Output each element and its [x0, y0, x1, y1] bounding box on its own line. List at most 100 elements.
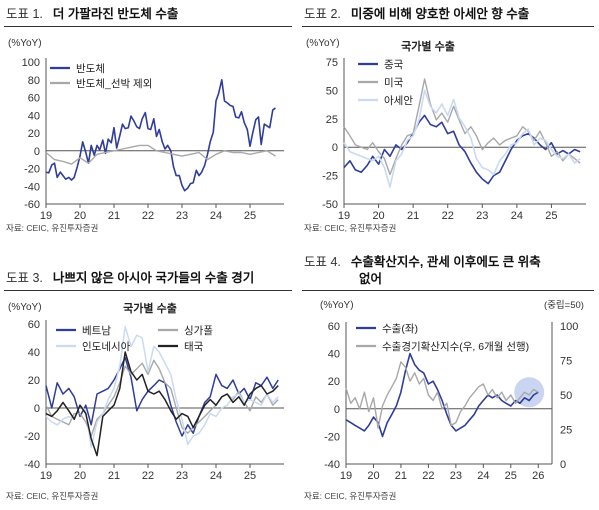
- y-tick-label: -25: [322, 171, 338, 183]
- x-tick-label: 21: [407, 210, 419, 220]
- x-tick-label: 23: [450, 470, 462, 482]
- panel1-title: 도표 1. 더 가팔라진 반도체 수출: [6, 7, 179, 21]
- y-tick-label: -40: [24, 459, 40, 471]
- y-tick-label: 0: [334, 404, 340, 416]
- x-tick-label: 19: [40, 210, 52, 220]
- y-tick-label: 100: [22, 57, 40, 69]
- y-tick-label: 75: [326, 57, 338, 69]
- x-tick-label: 25: [244, 210, 256, 220]
- panel4-svg: (%YoY) (중립=50) -40 -20 0 20 40 60 0 25 50 75 100 19 20…: [320, 299, 584, 482]
- x-tick-label: 20: [367, 470, 379, 482]
- y-tick-label: 60: [28, 319, 40, 331]
- x-tick-label: 21: [108, 470, 120, 482]
- series-line-1: [345, 352, 539, 438]
- panel4-title-line2: 없어: [359, 272, 383, 286]
- panel3-source: 자료: CEIC, 유진투자증권: [6, 491, 99, 501]
- panel3-title: 도표 3. 나쁘지 않은 아시아 국가들의 수출 경기: [6, 271, 255, 285]
- y-tick-label: -20: [24, 164, 40, 176]
- panel1-source: 자료: CEIC, 유진투자증권: [6, 223, 99, 233]
- series-line-1: [343, 114, 581, 185]
- y-tick-label: -20: [324, 431, 340, 443]
- y-tick-label: -20: [24, 431, 40, 443]
- y-tick-label: 20: [28, 375, 40, 387]
- x-tick-label: 22: [142, 470, 154, 482]
- legend-label: 인도네시아: [82, 341, 131, 353]
- x-tick-label: 23: [476, 210, 488, 220]
- series-line-2: [345, 361, 539, 429]
- x-tick-label: 20: [74, 210, 86, 220]
- series-line-1: [45, 356, 279, 437]
- x-tick-label: 19: [340, 470, 352, 482]
- y-tick-label: 40: [28, 347, 40, 359]
- y-tick-label: -50: [322, 199, 338, 211]
- legend-label: 수출경기확산지수(우, 6개월 선행): [382, 340, 529, 353]
- legend-label: 중국: [384, 59, 404, 71]
- y-axis-unit-label: (%YoY): [8, 38, 42, 49]
- panel2-source: 자료: CEIC, 유진투자증권: [304, 223, 397, 233]
- panel4-source: 자료: CEIC, 유진투자증권: [304, 491, 397, 501]
- x-tick-label: 25: [244, 470, 256, 482]
- x-tick-label: 21: [395, 470, 407, 482]
- y-tick-label: 0: [34, 403, 40, 415]
- y2-tick-label: 0: [560, 459, 566, 471]
- x-tick-label: 25: [545, 210, 557, 220]
- series-line-2: [45, 144, 276, 165]
- y2-tick-label: 50: [560, 390, 572, 402]
- legend-label: 아세안: [384, 95, 413, 107]
- x-tick-label: 22: [442, 210, 454, 220]
- panel2-svg: (%YoY) 국가별 수출 -50 -25 0 25 50 75 19 20 21 22 23 24 25 중…: [306, 38, 586, 222]
- panel3-separator: [4, 290, 292, 291]
- x-tick-label: 22: [142, 210, 154, 220]
- panel4-chart: (%YoY) (중립=50) -40 -20 0 20 40 60 0 25 50 75 100 19 20…: [298, 292, 598, 488]
- legend-label: 미국: [384, 77, 404, 89]
- y-axis-unit-label: (%YoY): [8, 302, 42, 313]
- x-tick-label: 19: [338, 210, 350, 220]
- y2-axis-unit-label: (중립=50): [544, 299, 584, 311]
- legend-label: 싱가폴: [184, 325, 213, 337]
- chart-inner-title: 국가별 수출: [123, 301, 177, 315]
- x-tick-label: 22: [422, 470, 434, 482]
- series-line-2: [343, 78, 581, 176]
- y-tick-label: 40: [328, 349, 340, 361]
- y-tick-label: 25: [326, 114, 338, 126]
- y2-tick-label: 75: [560, 356, 572, 368]
- legend-label: 수출(좌): [382, 323, 418, 335]
- legend-label: 태국: [184, 341, 204, 353]
- y2-tick-label: 25: [560, 425, 572, 437]
- panel3-svg: (%YoY) 국가별 수출 -40 -20 0 20 40 60 19 20 21 22 23 24 25 베…: [8, 301, 284, 482]
- y-tick-label: 60: [28, 93, 40, 105]
- series-line-3: [45, 326, 279, 448]
- panel1-svg: (%YoY) -60 -40 -20 0 20 40 60 80 100 19 20 21 22 23 24 2…: [8, 38, 284, 222]
- series-line-2: [45, 359, 279, 437]
- y-tick-label: 80: [28, 75, 40, 87]
- y-tick-label: 50: [326, 85, 338, 97]
- x-tick-label: 24: [210, 210, 222, 220]
- x-tick-label: 23: [176, 210, 188, 220]
- series-line-4: [45, 351, 279, 457]
- x-tick-label: 24: [477, 470, 489, 482]
- panel2-title: 도표 2. 미중에 비해 양호한 아세안 향 수출: [304, 7, 530, 21]
- y-tick-label: 60: [328, 321, 340, 333]
- y-tick-label: -40: [324, 459, 340, 471]
- legend-label: 반도체: [76, 63, 105, 75]
- y-tick-label: 40: [28, 110, 40, 122]
- panel2-chart: (%YoY) 국가별 수출 -50 -25 0 25 50 75 19 20 21 22 23 24 25 중…: [298, 28, 598, 222]
- y2-tick-label: 100: [560, 321, 578, 333]
- y-tick-label: 0: [332, 142, 338, 154]
- panel1-chart: (%YoY) -60 -40 -20 0 20 40 60 80 100 19 20 21 22 23 24 2…: [0, 28, 296, 222]
- y-tick-label: 20: [28, 128, 40, 140]
- panel2-separator: [302, 26, 594, 27]
- legend-label: 반도체_선박 제외: [76, 78, 152, 90]
- y-axis-unit-label: (%YoY): [306, 38, 340, 49]
- series-line-1: [45, 78, 276, 192]
- x-tick-label: 20: [74, 470, 86, 482]
- x-tick-label: 24: [210, 470, 222, 482]
- x-tick-label: 20: [372, 210, 384, 220]
- y-axis-unit-label: (%YoY): [320, 300, 354, 311]
- panel4-separator: [302, 290, 594, 291]
- x-tick-label: 21: [108, 210, 120, 220]
- panel1-separator: [4, 26, 292, 27]
- chart-inner-title: 국가별 수출: [401, 39, 455, 53]
- highlight-circle: [514, 377, 545, 408]
- x-tick-label: 19: [40, 470, 52, 482]
